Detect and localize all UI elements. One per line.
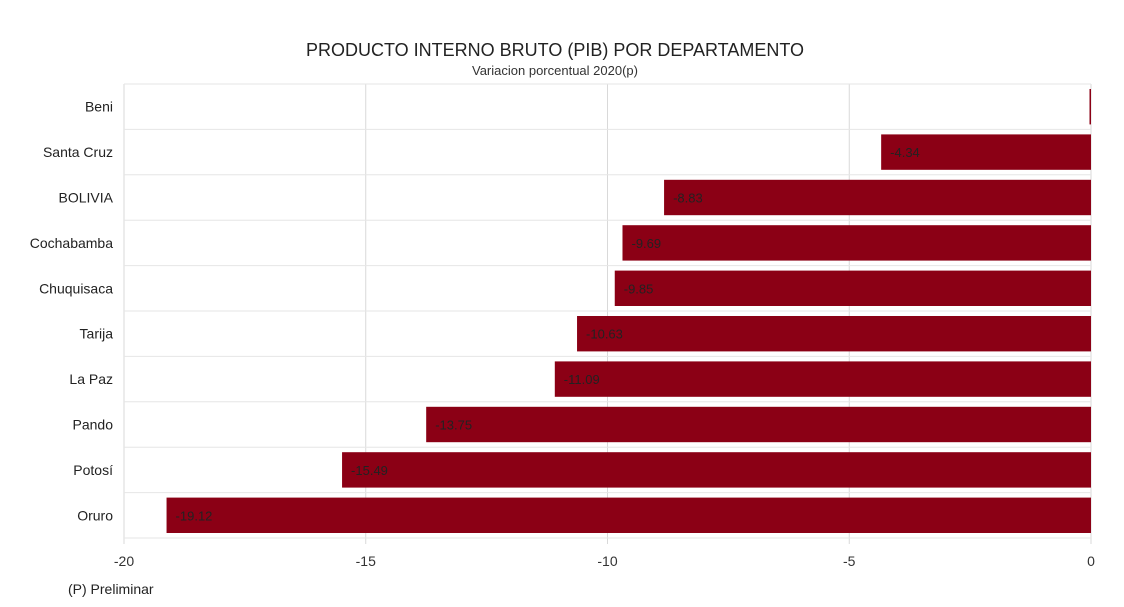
bar: [426, 406, 1091, 443]
bar: [614, 270, 1091, 306]
data-label: -19.12: [176, 508, 213, 523]
footnote: (P) Preliminar: [68, 581, 154, 597]
category-label: Oruro: [77, 507, 113, 523]
data-label: -4.34: [890, 145, 920, 160]
data-label: -11.09: [564, 372, 600, 387]
data-label: -15.49: [351, 463, 388, 478]
x-tick-label: -15: [356, 553, 376, 569]
bar: [881, 134, 1091, 170]
bar: [1089, 89, 1091, 125]
bar: [166, 497, 1092, 533]
data-label: -13.75: [435, 418, 472, 433]
bar: [664, 179, 1091, 216]
category-label: La Paz: [69, 371, 113, 387]
x-tick-label: -5: [843, 553, 856, 569]
category-label: Tarija: [80, 326, 114, 342]
bar: [577, 316, 1091, 352]
bar: [342, 452, 1092, 488]
category-label: Pando: [73, 417, 114, 433]
category-label: Santa Cruz: [43, 144, 113, 160]
chart-title: PRODUCTO INTERNO BRUTO (PIB) POR DEPARTA…: [306, 40, 804, 60]
bar: [622, 225, 1091, 261]
data-label: -9.69: [631, 236, 661, 251]
bar: [554, 361, 1091, 397]
data-label: -9.85: [624, 281, 654, 296]
data-label: -10.63: [586, 327, 623, 342]
category-label: Potosí: [73, 462, 113, 478]
category-label: Chuquisaca: [39, 280, 113, 296]
chart-subtitle: Variacion porcentual 2020(p): [472, 63, 638, 78]
x-tick-label: -10: [597, 553, 617, 569]
x-tick-label: -20: [114, 553, 134, 569]
x-tick-label: 0: [1087, 553, 1095, 569]
data-label: -8.83: [673, 191, 703, 206]
category-label: Beni: [85, 99, 113, 115]
category-label: BOLIVIA: [59, 190, 114, 206]
category-label: Cochabamba: [30, 235, 113, 251]
